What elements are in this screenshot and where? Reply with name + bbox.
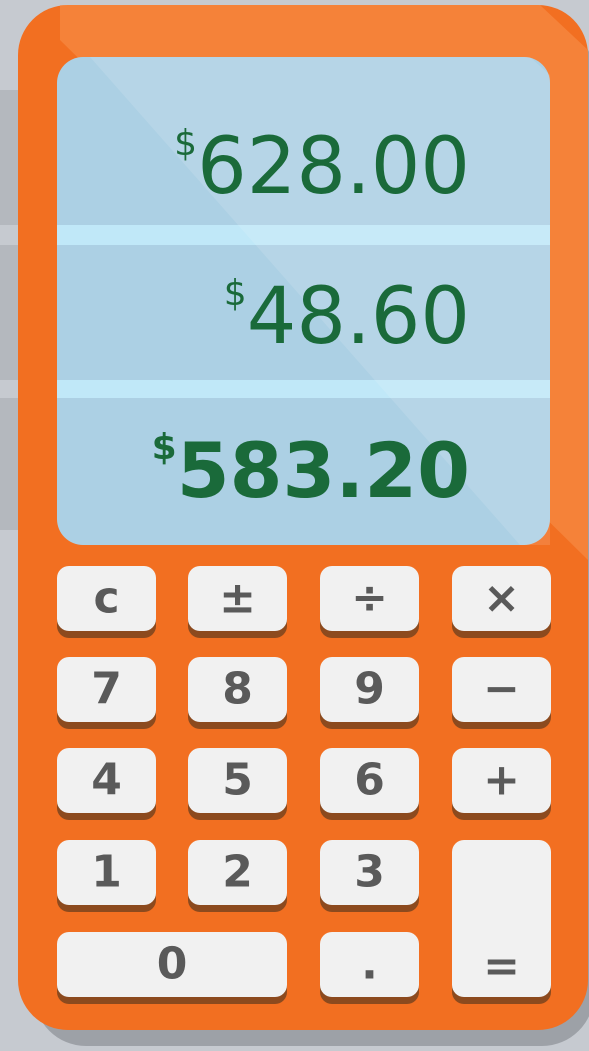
key[interactable]: 8	[188, 657, 287, 729]
key[interactable]: 4	[57, 748, 156, 820]
key-label: =	[483, 941, 520, 992]
key[interactable]: 9	[320, 657, 419, 729]
key[interactable]: c	[57, 566, 156, 638]
key[interactable]: +	[452, 748, 551, 820]
amount: 48.60	[247, 272, 470, 362]
key-label: 1	[91, 847, 122, 898]
key-label: 8	[222, 664, 253, 715]
currency-symbol: $	[174, 123, 197, 164]
key-label: ÷	[351, 573, 388, 624]
key[interactable]: .	[320, 932, 419, 1004]
key-label: ±	[219, 573, 256, 624]
key-label: 9	[354, 664, 385, 715]
calculator-illustration: $628.00$48.60$583.20 c±÷×789−456+1230.=	[0, 0, 589, 1051]
currency-symbol: $	[224, 273, 247, 314]
currency-symbol: $	[152, 427, 177, 468]
key-label: 0	[157, 939, 188, 990]
display-line: $628.00	[174, 122, 470, 212]
key[interactable]: ÷	[320, 566, 419, 638]
key[interactable]: ×	[452, 566, 551, 638]
page: {"display": {"lines": [ {"symbol": "$", …	[0, 0, 589, 1051]
key-label: 2	[222, 847, 253, 898]
key[interactable]: 3	[320, 840, 419, 912]
key-label: .	[361, 939, 378, 990]
key[interactable]: ±	[188, 566, 287, 638]
display-line: $48.60	[224, 272, 470, 362]
key[interactable]: 0	[57, 932, 287, 1004]
key[interactable]: 5	[188, 748, 287, 820]
key[interactable]: −	[452, 657, 551, 729]
display-line: $583.20	[152, 426, 470, 515]
key-label: 5	[222, 755, 253, 806]
key[interactable]: 7	[57, 657, 156, 729]
key-label: 6	[354, 755, 385, 806]
key[interactable]: =	[452, 840, 551, 1004]
key[interactable]: 6	[320, 748, 419, 820]
amount: 628.00	[197, 122, 470, 212]
key-label: −	[483, 664, 520, 715]
key-label: c	[93, 573, 119, 624]
amount: 583.20	[177, 426, 470, 515]
key-label: 7	[91, 664, 122, 715]
key-label: ×	[483, 573, 520, 624]
key-label: 3	[354, 847, 385, 898]
key-label: +	[483, 755, 520, 806]
key[interactable]: 2	[188, 840, 287, 912]
key[interactable]: 1	[57, 840, 156, 912]
key-label: 4	[91, 755, 122, 806]
